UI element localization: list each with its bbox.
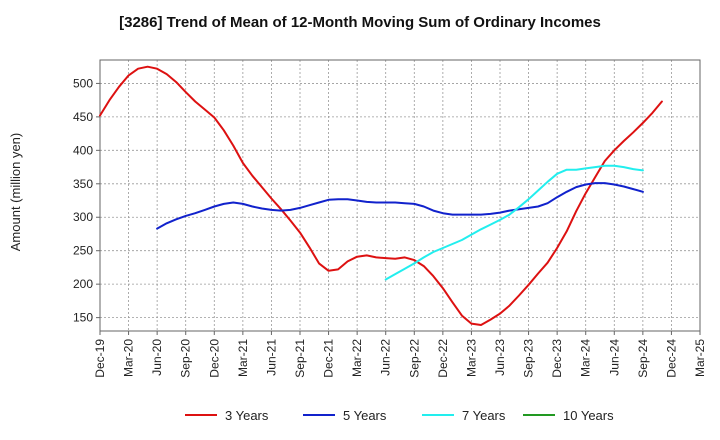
x-tick-label: Jun-22 <box>379 339 393 376</box>
x-tick-label: Jun-20 <box>150 339 164 376</box>
y-tick-label: 200 <box>73 277 93 291</box>
y-tick-label: 400 <box>73 143 93 157</box>
x-tick-label: Mar-21 <box>236 339 250 377</box>
x-tick-label: Mar-20 <box>122 339 136 377</box>
series-line-5-years <box>156 182 644 230</box>
chart-title: [3286] Trend of Mean of 12-Month Moving … <box>119 14 601 31</box>
x-tick-label: Sep-22 <box>407 339 421 378</box>
legend-label: 3 Years <box>225 408 269 423</box>
x-tick-label: Sep-24 <box>636 339 650 378</box>
x-tick-label: Jun-24 <box>607 339 621 376</box>
x-tick-label: Dec-20 <box>207 339 221 378</box>
x-tick-label: Jun-21 <box>264 339 278 376</box>
x-axis: Dec-19 Mar-20 Jun-20 Sep-20 Dec-20 Mar-21 Jun-… <box>93 331 707 378</box>
y-tick-label: 450 <box>73 110 93 124</box>
x-tick-label: Mar-23 <box>464 339 478 377</box>
x-tick-label: Sep-20 <box>179 339 193 378</box>
series-line-7-years <box>384 164 644 281</box>
x-tick-label: Dec-21 <box>322 339 336 378</box>
y-tick-label: 300 <box>73 210 93 224</box>
series-line-3-years <box>99 65 663 326</box>
y-tick-label: 250 <box>73 244 93 258</box>
legend-label: 7 Years <box>462 408 506 423</box>
legend: 3 Years 5 Years 7 Years 10 Years <box>185 408 614 423</box>
y-tick-label: 350 <box>73 177 93 191</box>
x-tick-label: Dec-22 <box>436 339 450 378</box>
plot-frame <box>99 59 701 332</box>
x-tick-label: Jun-23 <box>493 339 507 376</box>
y-axis: 150 200 250 300 350 400 450 500 <box>73 76 100 325</box>
legend-label: 10 Years <box>563 408 614 423</box>
x-tick-label: Dec-24 <box>664 339 678 378</box>
y-tick-label: 150 <box>73 311 93 325</box>
y-axis-label: Amount (million yen) <box>8 133 23 252</box>
grid-layer <box>100 60 700 331</box>
legend-label: 5 Years <box>343 408 387 423</box>
series-layer <box>99 65 663 326</box>
x-tick-label: Dec-23 <box>550 339 564 378</box>
x-tick-label: Dec-19 <box>93 339 107 378</box>
x-tick-label: Mar-22 <box>350 339 364 377</box>
y-tick-label: 500 <box>73 76 93 90</box>
x-tick-label: Mar-25 <box>693 339 707 377</box>
x-tick-label: Sep-21 <box>293 339 307 378</box>
x-tick-label: Mar-24 <box>579 339 593 377</box>
x-tick-label: Sep-23 <box>522 339 536 378</box>
